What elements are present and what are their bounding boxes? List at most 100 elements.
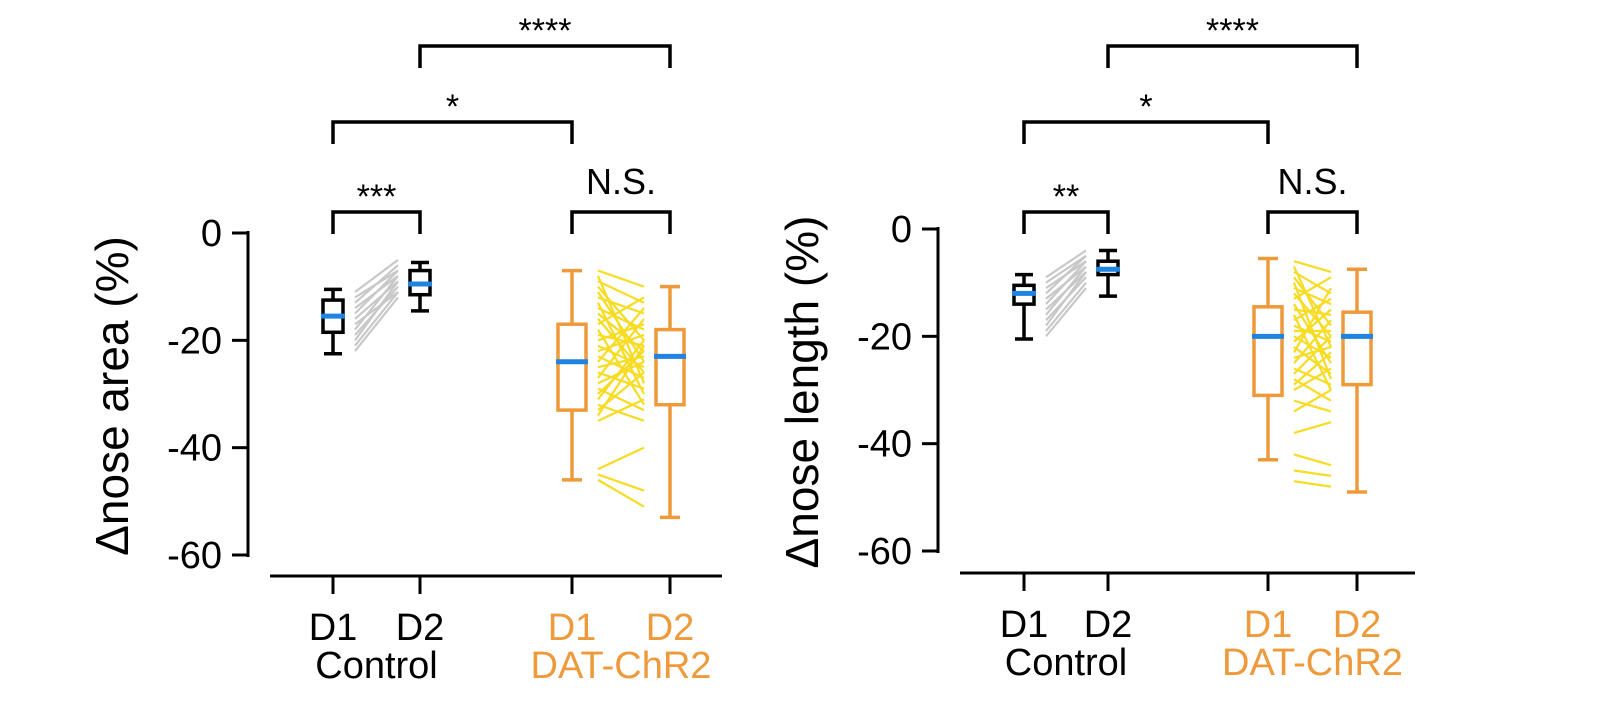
significance-bracket <box>1266 210 1359 234</box>
paired-line <box>1293 319 1332 364</box>
x-category-label: D2 <box>1084 604 1133 646</box>
significance-label: N.S. <box>1277 161 1347 202</box>
paired-line <box>354 275 399 310</box>
paired-line <box>1045 287 1087 338</box>
paired-line <box>1293 276 1332 300</box>
paired-line <box>1293 453 1332 467</box>
significance-bracket <box>1106 44 1359 68</box>
y-axis-label: Δnose area (%) <box>86 236 138 556</box>
significance-bracket <box>331 210 422 234</box>
paired-line <box>1293 367 1332 386</box>
significance-label: N.S. <box>586 161 656 202</box>
paired-line <box>597 398 645 422</box>
paired-line <box>1293 297 1332 322</box>
significance-label: *** <box>357 178 397 216</box>
paired-line <box>1045 271 1087 311</box>
paired-line <box>1293 335 1332 375</box>
paired-line <box>354 291 399 326</box>
paired-line <box>1293 389 1332 413</box>
paired-line <box>597 296 645 326</box>
paired-line <box>1293 292 1332 338</box>
x-group-label: DAT-ChR2 <box>531 645 712 687</box>
paired-line <box>597 296 645 315</box>
paired-line <box>1045 265 1087 300</box>
x-category-label: D1 <box>548 607 597 649</box>
paired-line <box>1293 287 1332 353</box>
paired-line <box>1293 276 1332 327</box>
x-group-label: Control <box>1005 642 1128 684</box>
y-tick-label: 0 <box>891 209 912 251</box>
paired-line <box>1293 308 1332 343</box>
significance-label: ** <box>1053 178 1079 216</box>
significance-bracket <box>1022 120 1270 144</box>
box <box>556 322 588 412</box>
x-category-label: D1 <box>1244 604 1293 646</box>
significance-label: **** <box>519 12 572 50</box>
paired-line <box>354 258 399 293</box>
paired-line <box>354 296 399 352</box>
paired-line <box>1045 260 1087 289</box>
box <box>654 327 686 407</box>
paired-line <box>597 307 645 363</box>
x-group-label: DAT-ChR2 <box>1222 642 1403 684</box>
y-tick-label: -60 <box>857 531 912 573</box>
paired-line <box>1293 260 1332 273</box>
paired-line <box>597 478 645 508</box>
paired-line <box>1293 270 1332 295</box>
x-category-label: D1 <box>309 607 358 649</box>
paired-line <box>597 355 645 379</box>
paired-line <box>597 473 645 492</box>
paired-line <box>597 318 645 379</box>
box <box>1252 305 1284 398</box>
paired-line <box>1045 249 1087 279</box>
significance-bracket <box>418 44 672 68</box>
significance-bracket <box>331 120 574 144</box>
paired-line <box>597 345 645 417</box>
significance-label: * <box>1139 88 1152 126</box>
paired-line <box>597 285 645 342</box>
paired-line <box>597 269 645 288</box>
y-tick-label: -20 <box>167 320 222 362</box>
paired-line <box>1293 346 1332 375</box>
paired-line <box>354 275 399 331</box>
paired-line <box>1293 378 1332 402</box>
paired-line <box>1045 281 1087 332</box>
y-tick-label: -20 <box>857 316 912 358</box>
significance-bracket <box>1022 210 1110 234</box>
significance-bracket <box>570 210 672 234</box>
y-tick-label: -40 <box>857 424 912 466</box>
paired-line <box>1293 324 1332 343</box>
y-axis-label: Δnose length (%) <box>776 216 828 569</box>
paired-line <box>597 280 645 304</box>
y-tick-label: 0 <box>201 213 222 255</box>
x-category-label: D2 <box>396 607 445 649</box>
paired-line <box>354 285 399 336</box>
box <box>1341 310 1373 387</box>
paired-line <box>354 280 399 320</box>
x-category-label: D1 <box>1000 604 1049 646</box>
paired-line <box>1293 421 1332 434</box>
paired-line <box>597 387 645 412</box>
paired-line <box>1045 276 1087 321</box>
x-group-label: Control <box>315 645 438 687</box>
paired-line <box>1293 367 1332 391</box>
significance-label: **** <box>1206 12 1259 50</box>
paired-line <box>1293 480 1332 488</box>
y-tick-label: -40 <box>167 428 222 470</box>
paired-line <box>354 269 399 299</box>
paired-line <box>597 403 645 422</box>
paired-line <box>597 446 645 471</box>
x-category-label: D2 <box>1333 604 1382 646</box>
paired-line <box>1045 254 1087 284</box>
significance-label: * <box>446 88 459 126</box>
paired-line <box>1293 351 1332 386</box>
paired-line <box>1293 266 1332 348</box>
y-tick-label: -60 <box>167 535 222 577</box>
paired-line <box>597 339 645 401</box>
x-category-label: D2 <box>646 607 695 649</box>
paired-line <box>354 291 399 347</box>
paired-line <box>597 333 645 353</box>
